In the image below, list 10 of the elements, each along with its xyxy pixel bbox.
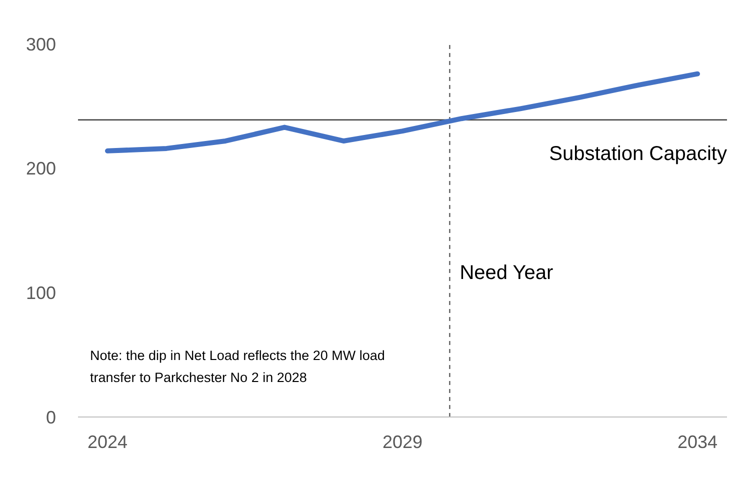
y-tick-label: 300 [26,34,56,54]
y-tick-label: 0 [46,407,56,428]
y-tick-label: 200 [26,158,56,179]
x-tick-label: 2034 [677,432,718,452]
x-tick-label: 2024 [87,432,128,452]
annotation: Note: the dip in Net Load reflects the 20 MW load transfer to Parkchester No 2 in 2028 [90,347,386,387]
x-tick-label: 2029 [382,432,423,452]
ref-line-label: Need Year [460,262,554,284]
y-tick-label: 100 [26,283,56,304]
ref-line-label: Substation Capacity [549,142,727,165]
